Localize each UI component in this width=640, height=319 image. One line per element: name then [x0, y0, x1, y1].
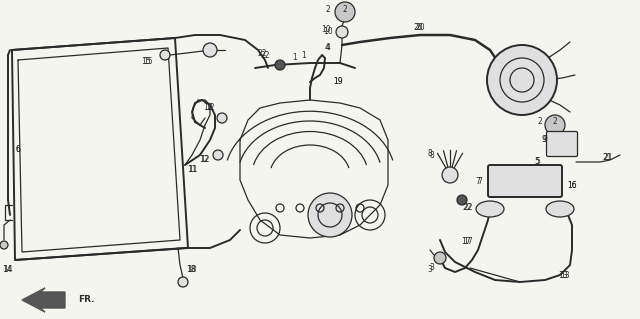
Ellipse shape [476, 201, 504, 217]
Text: 18: 18 [186, 265, 196, 275]
Circle shape [336, 26, 348, 38]
FancyBboxPatch shape [547, 131, 577, 157]
Circle shape [203, 43, 217, 57]
Circle shape [160, 50, 170, 60]
Text: 22: 22 [463, 204, 473, 212]
Circle shape [308, 193, 352, 237]
Circle shape [554, 141, 562, 149]
Text: 19: 19 [333, 78, 343, 86]
Text: 9: 9 [541, 136, 547, 145]
Text: 17: 17 [463, 238, 473, 247]
Text: 12: 12 [204, 103, 212, 113]
Circle shape [335, 2, 355, 22]
Text: 1: 1 [301, 50, 307, 60]
Text: 3: 3 [429, 263, 435, 272]
Text: 14: 14 [2, 265, 12, 275]
Text: 12: 12 [205, 103, 215, 113]
Text: 7: 7 [476, 177, 481, 187]
Text: 2: 2 [552, 117, 557, 127]
Text: 11: 11 [188, 166, 196, 174]
Text: 3: 3 [428, 265, 433, 275]
Text: 18: 18 [188, 265, 196, 275]
Text: 5: 5 [536, 158, 540, 167]
Text: 7: 7 [477, 177, 483, 187]
Circle shape [0, 241, 8, 249]
Text: 17: 17 [461, 238, 471, 247]
Circle shape [178, 277, 188, 287]
Text: 8: 8 [428, 149, 433, 158]
Text: 21: 21 [602, 152, 612, 161]
Text: 21: 21 [604, 153, 612, 162]
Text: 2: 2 [342, 5, 348, 14]
Text: 16: 16 [567, 181, 577, 189]
Text: 14: 14 [3, 265, 13, 275]
Ellipse shape [546, 201, 574, 217]
Text: 1: 1 [292, 54, 298, 63]
Text: 22: 22 [257, 49, 267, 58]
Text: 6: 6 [15, 145, 20, 154]
Circle shape [457, 195, 467, 205]
Text: 22: 22 [260, 50, 269, 60]
Circle shape [217, 113, 227, 123]
Text: 2: 2 [326, 5, 330, 14]
Text: 10: 10 [323, 27, 333, 36]
Text: 10: 10 [321, 26, 331, 34]
Circle shape [545, 115, 565, 135]
Text: 6: 6 [15, 145, 20, 154]
Circle shape [487, 45, 557, 115]
Text: 20: 20 [413, 24, 423, 33]
Circle shape [275, 60, 285, 70]
FancyBboxPatch shape [488, 165, 562, 197]
Text: 8: 8 [429, 151, 435, 160]
Text: 16: 16 [567, 181, 577, 189]
Circle shape [442, 167, 458, 183]
Text: 13: 13 [560, 271, 570, 279]
Text: 22: 22 [462, 203, 472, 211]
Text: 12: 12 [199, 155, 209, 165]
Text: 20: 20 [415, 24, 425, 33]
Circle shape [213, 150, 223, 160]
Text: 13: 13 [558, 271, 568, 279]
Text: 4: 4 [324, 42, 330, 51]
Text: 9: 9 [543, 136, 547, 145]
Text: 15: 15 [143, 57, 153, 66]
Text: 15: 15 [141, 57, 151, 66]
Text: FR.: FR. [78, 295, 95, 305]
Circle shape [434, 252, 446, 264]
Text: 2: 2 [538, 117, 542, 127]
Text: 11: 11 [188, 166, 198, 174]
Text: 12: 12 [200, 155, 210, 165]
Text: 4: 4 [326, 43, 330, 53]
Text: 19: 19 [333, 78, 343, 86]
Text: 5: 5 [534, 158, 540, 167]
Polygon shape [22, 288, 65, 312]
